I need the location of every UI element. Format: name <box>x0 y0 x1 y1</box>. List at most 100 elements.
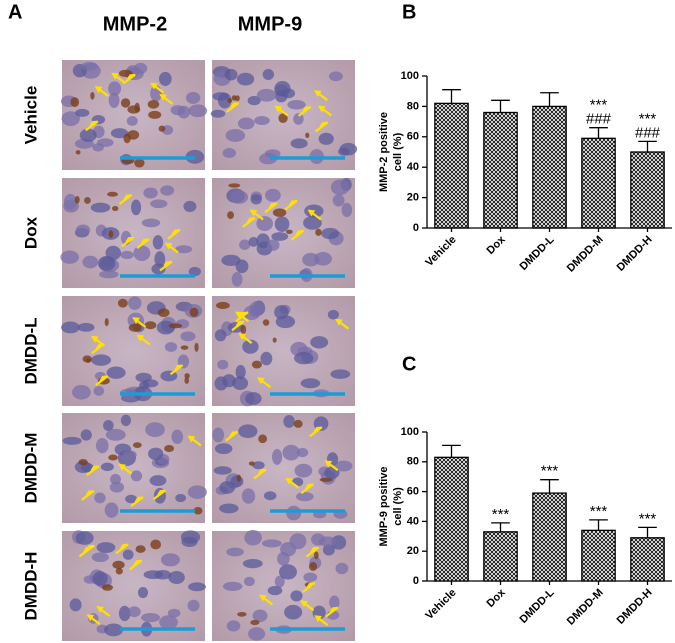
x-tick-label: Vehicle <box>423 234 458 269</box>
nucleus <box>120 414 132 427</box>
nucleus <box>122 450 137 460</box>
nucleus <box>110 128 129 139</box>
nucleus <box>97 256 116 271</box>
nucleus <box>289 533 307 550</box>
nucleus <box>130 470 143 482</box>
nucleus <box>168 571 185 585</box>
stain <box>278 113 288 124</box>
y-axis-label: cell (%) <box>392 487 404 526</box>
stain <box>194 342 199 352</box>
arrow-head <box>133 559 142 566</box>
micrograph <box>60 178 205 288</box>
arrow-head <box>246 217 256 224</box>
nucleus <box>283 414 295 428</box>
nucleus <box>128 296 142 310</box>
nucleus <box>335 562 349 575</box>
x-tick-label: Vehicle <box>423 587 458 622</box>
stain <box>228 183 241 188</box>
column-header: MMP-2 <box>103 13 167 35</box>
micrograph-bg <box>62 531 205 641</box>
x-tick-label: Dox <box>484 233 508 257</box>
y-tick-label: 60 <box>407 131 419 143</box>
stain <box>262 319 270 326</box>
arrow-head <box>132 317 140 325</box>
nucleus <box>331 535 347 550</box>
nucleus <box>154 251 166 267</box>
nucleus <box>238 424 258 439</box>
micrograph <box>210 60 358 170</box>
stain <box>313 551 319 560</box>
nucleus <box>250 194 262 205</box>
stain <box>189 307 199 317</box>
stain <box>258 434 268 444</box>
nucleus <box>302 252 320 267</box>
nucleus <box>74 460 92 474</box>
stain <box>315 228 322 236</box>
nucleus <box>69 598 82 612</box>
arrow-head <box>302 106 311 113</box>
nucleus <box>341 202 353 218</box>
arrow-head <box>96 606 104 613</box>
arrow-head <box>85 544 95 551</box>
arrow-head <box>163 260 173 267</box>
significance-label: *** <box>590 503 608 520</box>
nucleus <box>93 386 105 396</box>
stain <box>70 97 80 108</box>
arrow-head <box>157 489 166 496</box>
arrow-head <box>306 582 316 589</box>
arrow-head <box>85 490 95 497</box>
nucleus <box>219 503 239 514</box>
stain <box>75 150 81 155</box>
stain <box>120 98 131 108</box>
arrow-head <box>126 73 136 80</box>
nucleus <box>72 384 91 400</box>
nucleus <box>95 437 109 454</box>
nucleus <box>160 553 180 567</box>
nucleus <box>214 329 227 342</box>
stain <box>107 191 118 197</box>
nucleus <box>262 69 275 81</box>
stain <box>272 208 287 217</box>
nucleus <box>135 372 152 383</box>
nucleus <box>303 215 322 230</box>
nucleus <box>127 606 141 618</box>
arrow-head <box>136 334 145 342</box>
significance-label: *** <box>639 510 657 527</box>
nucleus <box>271 232 289 241</box>
nucleus <box>91 354 112 366</box>
nucleus <box>295 492 314 502</box>
nucleus <box>221 254 241 266</box>
y-tick-label: 40 <box>407 161 419 173</box>
arrow-head <box>123 194 132 201</box>
nucleus <box>260 351 273 366</box>
stain <box>216 301 230 310</box>
bar <box>630 537 665 582</box>
nucleus <box>77 322 95 332</box>
stain <box>117 298 128 308</box>
arrow-head <box>249 209 258 217</box>
stain <box>74 196 80 204</box>
micrograph <box>212 296 355 407</box>
nucleus <box>265 188 281 202</box>
row-label: Dox <box>21 216 40 249</box>
nucleus <box>275 90 288 103</box>
nucleus <box>108 92 120 109</box>
bar <box>532 492 567 582</box>
nucleus <box>99 270 119 279</box>
arrow-head <box>99 375 109 382</box>
stain <box>157 308 170 317</box>
arrow-head <box>257 468 267 475</box>
arrow-head <box>300 600 308 608</box>
nucleus <box>187 485 207 499</box>
stain <box>111 206 119 212</box>
arrow-head <box>95 343 105 350</box>
nucleus <box>150 199 168 209</box>
nucleus <box>75 531 94 545</box>
y-tick-label: 80 <box>407 456 419 468</box>
nucleus <box>244 529 262 546</box>
nucleus <box>149 475 167 487</box>
bar <box>581 137 616 229</box>
nucleus <box>232 376 249 391</box>
micrograph <box>60 60 208 170</box>
arrow-head <box>310 546 319 553</box>
